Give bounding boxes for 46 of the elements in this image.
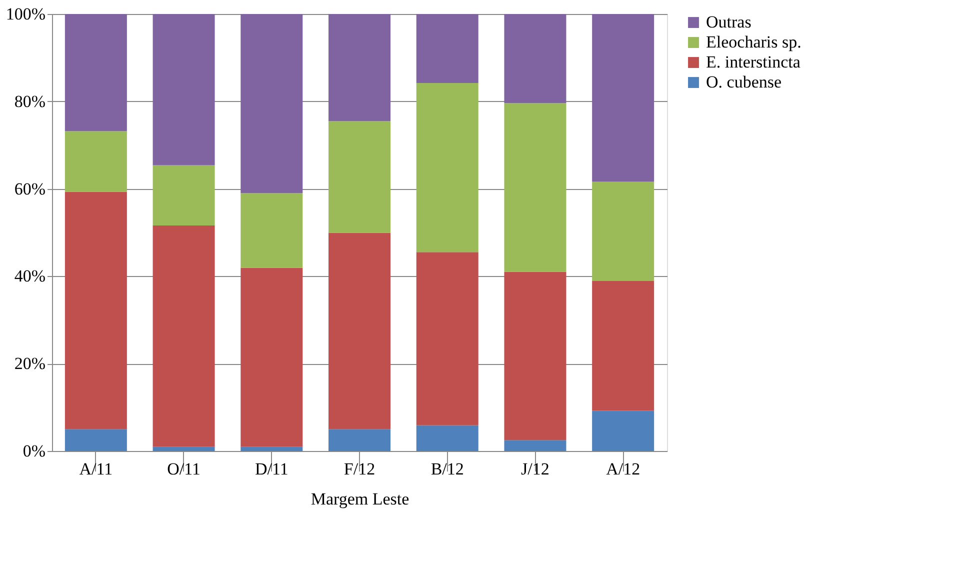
x-tick-label: A/12 xyxy=(606,460,640,478)
bar xyxy=(504,103,566,272)
y-tick-label: 60% xyxy=(14,179,46,198)
bar xyxy=(240,14,303,194)
bar xyxy=(592,182,654,282)
bar xyxy=(328,121,390,233)
x-tick-label: A/11 xyxy=(79,460,113,478)
bar xyxy=(152,165,215,226)
y-tick-label: 100% xyxy=(6,4,46,24)
x-tick-label: D/11 xyxy=(254,460,288,478)
bar xyxy=(152,14,215,166)
legend-label: E. interstincta xyxy=(706,52,801,72)
bar xyxy=(328,232,390,430)
x-tick-label: B/12 xyxy=(430,460,464,478)
x-tick-label: J/12 xyxy=(521,460,550,478)
legend-label: Outras xyxy=(706,12,752,32)
y-tick-label: 80% xyxy=(14,92,46,111)
bar xyxy=(592,410,654,451)
y-tick-label: 40% xyxy=(14,266,46,286)
bar xyxy=(504,272,566,440)
bar xyxy=(328,14,390,122)
bar xyxy=(416,83,478,252)
x-axis-title: Margem Leste xyxy=(310,490,410,508)
legend-label: Eleocharis sp. xyxy=(706,32,802,52)
bar xyxy=(240,268,303,447)
bar xyxy=(504,14,566,104)
bar xyxy=(64,131,127,192)
bar xyxy=(592,281,654,411)
y-tick-label: 20% xyxy=(14,354,46,374)
bar xyxy=(504,440,566,451)
bar xyxy=(592,14,654,182)
bar xyxy=(240,193,303,268)
legend-label: O. cubense xyxy=(706,72,782,92)
bar xyxy=(64,192,127,430)
bar xyxy=(416,14,478,84)
y-tick-label: 0% xyxy=(22,442,46,460)
bar xyxy=(152,446,215,451)
bar xyxy=(416,252,478,426)
x-tick-label: O/11 xyxy=(167,460,200,478)
bar xyxy=(152,226,215,447)
bar xyxy=(416,425,478,451)
bar xyxy=(64,429,127,451)
bar xyxy=(240,446,303,451)
bar xyxy=(328,429,390,451)
bar xyxy=(64,14,127,132)
x-tick-label: F/12 xyxy=(344,460,376,478)
